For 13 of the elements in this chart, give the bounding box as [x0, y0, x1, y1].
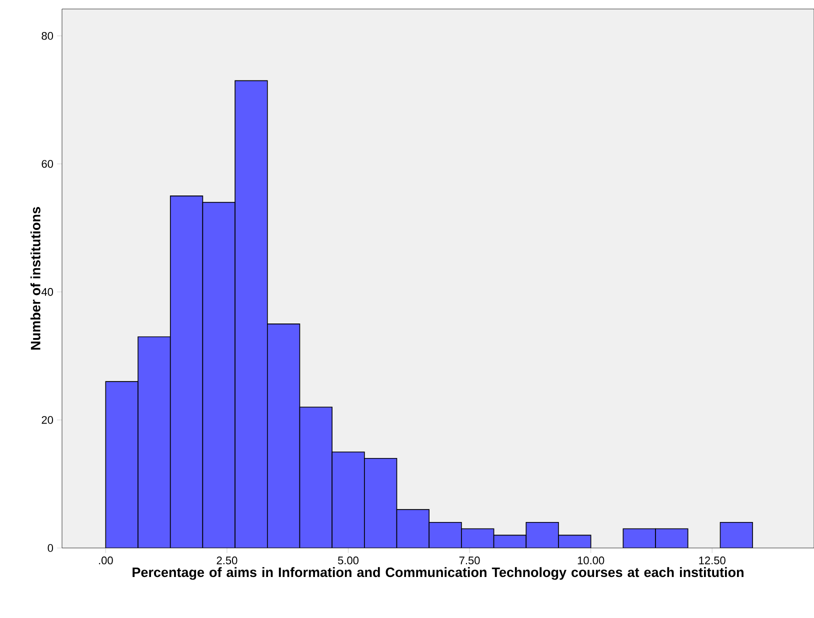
x-tick-label: 2.50	[216, 556, 238, 564]
y-tick-label: 0	[48, 544, 54, 552]
y-tick-label: 40	[41, 288, 54, 296]
y-tick-label: 20	[42, 416, 54, 424]
x-tick-label: 7.50	[459, 556, 480, 564]
x-tick-label: 5.00	[338, 556, 359, 564]
x-tick-label: 10.00	[578, 556, 604, 564]
y-axis-title: Number of institutions	[30, 207, 40, 350]
x-axis-title: Percentage of aims in Information and Communication Technology courses at each institution	[132, 567, 744, 580]
x-tick-label: 12.50	[699, 556, 726, 564]
y-tick-label: 80	[42, 32, 54, 40]
x-tick-label: .00	[99, 556, 113, 564]
y-tick-label: 60	[42, 160, 54, 168]
